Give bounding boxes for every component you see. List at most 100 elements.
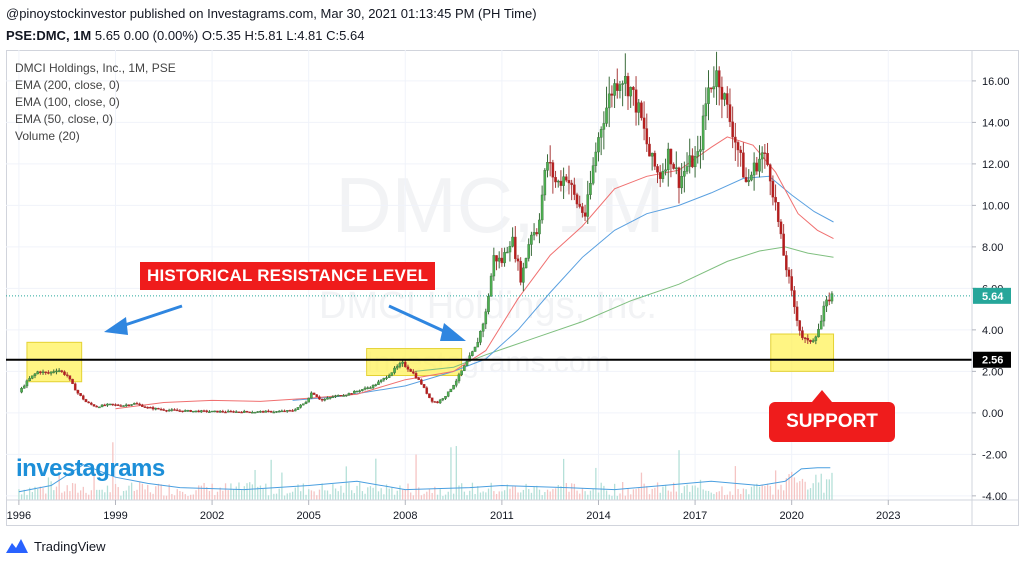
candle-body <box>583 212 587 217</box>
volume-bar <box>337 491 339 500</box>
candle-body <box>446 391 450 397</box>
legend-ema50: EMA (50, close, 0) <box>15 112 114 126</box>
candle-body <box>422 384 426 388</box>
candle-body <box>758 158 761 172</box>
candle-body <box>178 410 182 412</box>
candle-body <box>162 409 166 411</box>
volume-bar <box>769 485 771 500</box>
price-labels: 5.64 2.56 <box>973 287 1011 368</box>
candle-body <box>175 409 179 412</box>
candle-body <box>25 380 29 387</box>
candle-body <box>312 392 316 395</box>
volume-bar <box>122 490 125 500</box>
volume-bar <box>423 493 425 500</box>
candle-body <box>409 369 412 372</box>
volume-bar <box>133 490 135 500</box>
candle-body <box>701 115 705 150</box>
candle-body <box>79 393 82 396</box>
candle-body <box>251 412 254 414</box>
volume-bar <box>179 491 181 500</box>
candle-body <box>205 410 209 413</box>
volume-bar <box>232 489 235 500</box>
volume-bar <box>401 489 404 500</box>
volume-bar <box>463 491 466 500</box>
volume-bar <box>251 484 254 500</box>
volume-bar <box>321 483 323 500</box>
candle-body <box>715 70 718 87</box>
candle-body <box>642 117 646 129</box>
volume-bar <box>407 483 409 500</box>
candle-body <box>803 337 807 340</box>
candle-body <box>202 410 206 412</box>
candle-body <box>103 404 107 407</box>
investagrams-logo: investagrams <box>16 455 165 482</box>
volume-bar <box>646 486 648 500</box>
volume-bar <box>469 490 471 500</box>
candle-body <box>328 397 332 399</box>
volume-bar <box>439 489 441 500</box>
candle-body <box>111 403 115 406</box>
volume-bar <box>801 478 804 500</box>
volume-bar <box>265 483 267 500</box>
candle-body <box>84 399 88 403</box>
volume-bar <box>552 489 554 500</box>
candle-body <box>688 155 692 167</box>
candle-body <box>573 184 576 195</box>
candle-body <box>787 269 791 277</box>
volume-bar <box>613 483 616 500</box>
volume-bar <box>18 489 20 500</box>
volume-bar <box>128 485 130 500</box>
volume-bar <box>187 495 189 500</box>
volume-bar <box>316 495 318 500</box>
volume-bar <box>592 488 594 500</box>
volume-bar <box>707 490 710 500</box>
resistance-price-label: 2.56 <box>982 355 1003 367</box>
candle-body <box>55 370 58 373</box>
candle-body <box>776 202 780 222</box>
candle-body <box>240 411 243 414</box>
tradingview-logo-icon[interactable] <box>6 539 28 553</box>
volume-bar <box>377 491 380 500</box>
candle-body <box>135 403 139 405</box>
candle-body <box>114 404 117 406</box>
volume-bar <box>55 486 58 500</box>
volume-bar <box>235 486 237 500</box>
y-tick-label: -4.00 <box>982 491 1007 503</box>
candle-body <box>323 399 327 401</box>
volume-bar <box>96 489 98 500</box>
candle-body <box>90 402 93 405</box>
volume-bar <box>82 486 84 500</box>
ema-lines <box>18 136 834 493</box>
y-tick-label: 0.00 <box>982 408 1003 420</box>
volume-bar <box>139 482 141 500</box>
volume-bar <box>546 489 549 500</box>
candle-body <box>543 170 547 196</box>
symbol-line: PSE:DMC, 1M 5.65 0.00 (0.00%) O:5.35 H:5… <box>6 28 364 43</box>
candle-body <box>132 403 136 405</box>
volume-bar <box>88 494 90 500</box>
candle-body <box>47 372 50 374</box>
volume-bar <box>823 492 825 500</box>
volume-bar <box>686 484 688 500</box>
candle-body <box>358 390 361 392</box>
candle-body <box>374 384 378 386</box>
volume-bar <box>270 459 272 500</box>
candle-body <box>505 251 509 254</box>
candle-body <box>130 404 133 406</box>
volume-bar <box>477 486 479 500</box>
volume-bar <box>791 471 793 500</box>
candle-body <box>530 234 533 245</box>
candle-body <box>554 177 557 183</box>
volume-bar <box>622 482 624 500</box>
candle-body <box>39 371 42 374</box>
candle-body <box>790 276 793 291</box>
candle-body <box>288 410 292 412</box>
candle-body <box>293 409 297 412</box>
volume-bar <box>517 492 519 500</box>
candle-body <box>379 379 383 383</box>
tradingview-brand[interactable]: TradingView <box>34 538 106 554</box>
candle-body <box>285 410 289 412</box>
chart-legend: DMCI Holdings, Inc., 1M, PSE EMA (200, c… <box>15 60 176 145</box>
volume-bar <box>361 491 364 500</box>
